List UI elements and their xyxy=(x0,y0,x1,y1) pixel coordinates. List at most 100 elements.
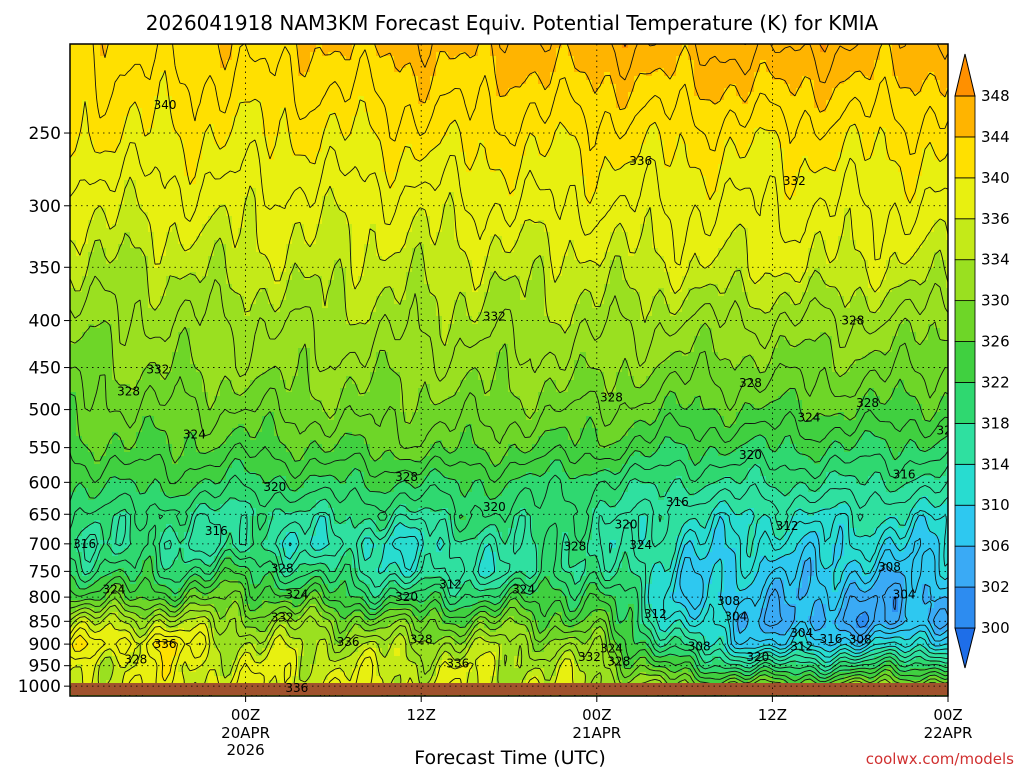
field-cell xyxy=(220,136,227,141)
field-cell xyxy=(70,200,77,205)
field-cell xyxy=(190,92,197,97)
field-cell xyxy=(220,300,227,305)
field-cell xyxy=(130,276,137,281)
field-cell xyxy=(214,620,221,625)
field-cell xyxy=(154,248,161,253)
field-cell xyxy=(76,496,83,501)
field-cell xyxy=(208,396,215,401)
field-cell xyxy=(244,216,251,221)
field-cell xyxy=(82,56,89,61)
field-cell xyxy=(106,196,113,201)
field-cell xyxy=(106,268,113,273)
field-cell xyxy=(118,300,125,305)
field-cell xyxy=(160,580,167,585)
field-cell xyxy=(76,112,83,117)
field-cell xyxy=(172,472,179,477)
field-cell xyxy=(124,636,131,641)
field-cell xyxy=(208,600,215,605)
field-cell xyxy=(184,144,191,149)
field-cell xyxy=(118,104,125,109)
field-cell xyxy=(214,192,221,197)
field-cell xyxy=(130,472,137,477)
field-cell xyxy=(118,88,125,93)
field-cell xyxy=(184,244,191,249)
field-cell xyxy=(238,356,245,361)
field-cell xyxy=(160,332,167,337)
field-cell xyxy=(118,472,125,477)
field-cell xyxy=(166,160,173,165)
field-cell xyxy=(106,308,113,313)
field-cell xyxy=(238,120,245,125)
field-cell xyxy=(226,632,233,637)
field-cell xyxy=(208,240,215,245)
field-cell xyxy=(106,356,113,361)
field-cell xyxy=(166,516,173,521)
field-cell xyxy=(214,288,221,293)
field-cell xyxy=(148,592,155,597)
field-cell xyxy=(178,372,185,377)
field-cell xyxy=(214,200,221,205)
field-cell xyxy=(208,672,215,677)
field-cell xyxy=(142,328,149,333)
field-cell xyxy=(208,160,215,165)
field-cell xyxy=(100,164,107,169)
field-cell xyxy=(106,192,113,197)
field-cell xyxy=(160,204,167,209)
field-cell xyxy=(190,248,197,253)
field-cell xyxy=(232,448,239,453)
field-cell xyxy=(118,252,125,257)
field-cell xyxy=(136,292,143,297)
field-cell xyxy=(166,300,173,305)
field-cell xyxy=(190,264,197,269)
field-cell xyxy=(70,60,77,65)
field-cell xyxy=(196,292,203,297)
field-cell xyxy=(172,160,179,165)
field-cell xyxy=(208,48,215,53)
field-cell xyxy=(196,556,203,561)
field-cell xyxy=(118,488,125,493)
field-cell xyxy=(112,60,119,65)
field-cell xyxy=(190,256,197,261)
field-cell xyxy=(70,208,77,213)
field-cell xyxy=(226,352,233,357)
field-cell xyxy=(112,68,119,73)
field-cell xyxy=(112,488,119,493)
field-cell xyxy=(226,192,233,197)
field-cell xyxy=(148,356,155,361)
field-cell xyxy=(154,160,161,165)
field-cell xyxy=(250,176,257,181)
field-cell xyxy=(172,440,179,445)
field-cell xyxy=(238,396,245,401)
field-cell xyxy=(250,424,257,429)
field-cell xyxy=(160,420,167,425)
field-cell xyxy=(136,672,143,677)
field-cell xyxy=(226,260,233,265)
field-cell xyxy=(106,492,113,497)
field-cell xyxy=(184,648,191,653)
field-cell xyxy=(232,184,239,189)
field-cell xyxy=(238,528,245,533)
field-cell xyxy=(136,88,143,93)
field-cell xyxy=(154,240,161,245)
field-cell xyxy=(100,80,107,85)
field-cell xyxy=(100,192,107,197)
field-cell xyxy=(160,444,167,449)
field-cell xyxy=(142,536,149,541)
field-cell xyxy=(88,392,95,397)
field-cell xyxy=(214,264,221,269)
field-cell xyxy=(250,120,257,125)
field-cell xyxy=(160,160,167,165)
field-cell xyxy=(100,372,107,377)
field-cell xyxy=(184,200,191,205)
field-cell xyxy=(202,544,209,549)
field-cell xyxy=(142,268,149,273)
field-cell xyxy=(202,284,209,289)
field-cell xyxy=(232,216,239,221)
field-cell xyxy=(106,64,113,69)
field-cell xyxy=(142,496,149,501)
field-cell xyxy=(82,428,89,433)
field-cell xyxy=(238,144,245,149)
field-cell xyxy=(232,204,239,209)
field-cell xyxy=(124,516,131,521)
field-cell xyxy=(142,60,149,65)
